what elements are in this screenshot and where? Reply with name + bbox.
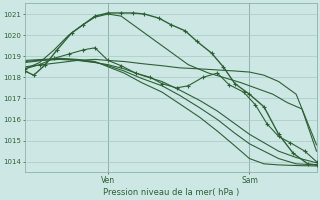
- X-axis label: Pression niveau de la mer( hPa ): Pression niveau de la mer( hPa ): [103, 188, 239, 197]
